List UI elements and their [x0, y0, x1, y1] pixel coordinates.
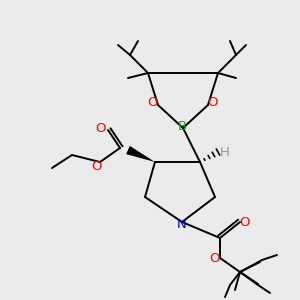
- Text: H: H: [220, 146, 230, 160]
- Text: O: O: [240, 215, 250, 229]
- Text: O: O: [91, 160, 101, 172]
- Text: B: B: [177, 121, 187, 134]
- Text: N: N: [177, 218, 187, 230]
- Text: O: O: [96, 122, 106, 136]
- Text: O: O: [148, 97, 158, 110]
- Text: O: O: [209, 253, 219, 266]
- Polygon shape: [126, 146, 155, 162]
- Text: O: O: [208, 97, 218, 110]
